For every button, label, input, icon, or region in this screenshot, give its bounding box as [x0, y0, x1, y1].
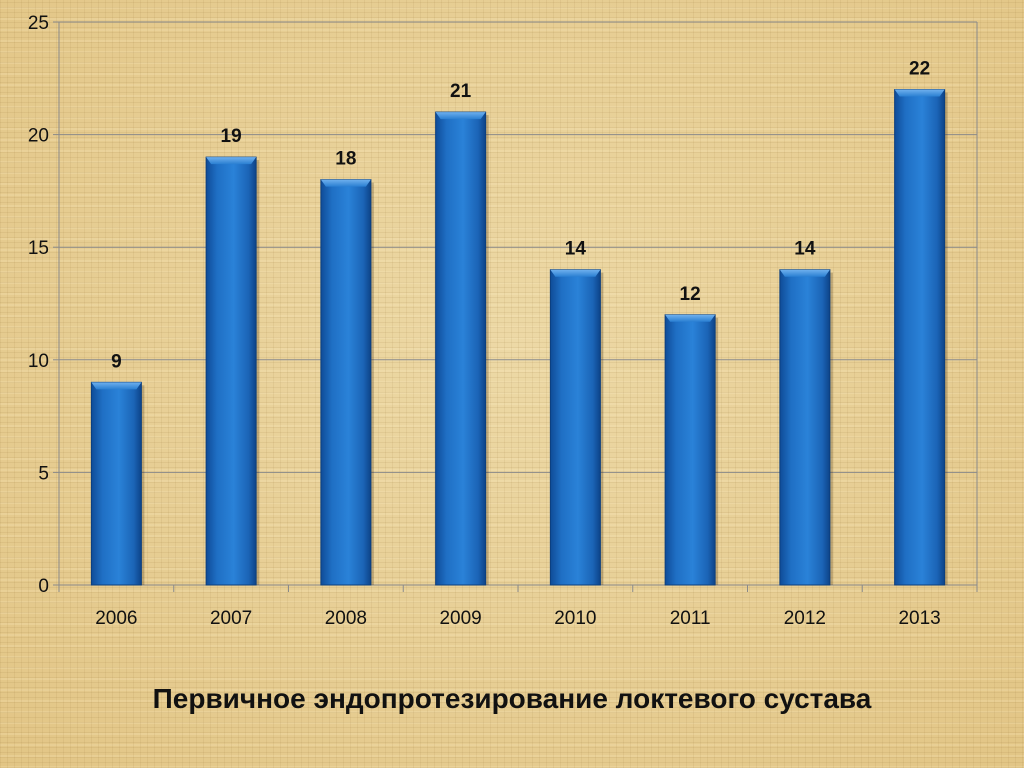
bar-top-bevel	[779, 269, 830, 277]
data-label: 18	[335, 149, 356, 170]
data-label: 9	[111, 351, 122, 372]
bar-top-bevel	[894, 89, 945, 97]
bar-top-bevel	[91, 382, 142, 390]
x-tick-label: 2009	[439, 608, 481, 629]
y-tick-label: 5	[38, 463, 49, 484]
data-label: 21	[450, 81, 472, 102]
bar-top-bevel	[665, 314, 716, 322]
chart-axes	[53, 21, 978, 592]
chart-gridlines	[59, 21, 977, 473]
data-label: 19	[221, 126, 242, 147]
bar-top-bevel	[320, 179, 371, 187]
x-tick-label: 2007	[210, 608, 252, 629]
bar-2011	[664, 314, 719, 586]
x-tick-label: 2010	[554, 608, 596, 629]
data-label: 14	[794, 239, 816, 260]
x-tick-label: 2012	[784, 608, 826, 629]
x-tick-label: 2013	[898, 608, 940, 629]
bar-body	[779, 269, 831, 586]
bar-top-bevel	[435, 112, 486, 120]
data-label: 12	[680, 284, 701, 305]
bar-2007	[205, 156, 260, 586]
y-tick-label: 15	[28, 238, 49, 259]
bar-top-bevel	[206, 157, 257, 165]
chart-bars	[90, 89, 948, 586]
x-tick-label: 2006	[95, 608, 137, 629]
bar-body	[435, 111, 487, 586]
bar-body	[549, 269, 601, 586]
bar-data-labels: 9 19 18 21 14 12 14 22	[111, 59, 930, 373]
y-tick-label: 10	[28, 351, 49, 372]
x-axis-tick-labels: 2006 2007 2008 2009 2010 2011 2012 2013	[95, 608, 941, 629]
y-tick-label: 0	[38, 576, 49, 597]
x-tick-label: 2008	[325, 608, 367, 629]
x-tick-label: 2011	[670, 608, 711, 629]
chart-caption: Первичное эндопротезирование локтевого с…	[152, 683, 872, 714]
bar-body	[664, 314, 716, 586]
y-tick-label: 20	[28, 126, 49, 147]
data-label: 14	[565, 239, 587, 260]
y-axis-tick-labels: 0 5 10 15 20 25	[28, 13, 49, 597]
y-tick-label: 25	[28, 13, 49, 34]
bar-2006	[90, 381, 145, 586]
bar-body	[894, 89, 946, 586]
bar-2008	[320, 179, 374, 586]
bar-body	[205, 156, 257, 586]
bar-2010	[549, 269, 604, 586]
data-label: 22	[909, 59, 930, 80]
bar-2012	[779, 269, 833, 586]
bar-2013	[894, 89, 948, 586]
bar-top-bevel	[550, 269, 601, 277]
bar-body	[320, 179, 372, 586]
bar-2009	[435, 111, 489, 586]
bar-body	[90, 381, 142, 586]
